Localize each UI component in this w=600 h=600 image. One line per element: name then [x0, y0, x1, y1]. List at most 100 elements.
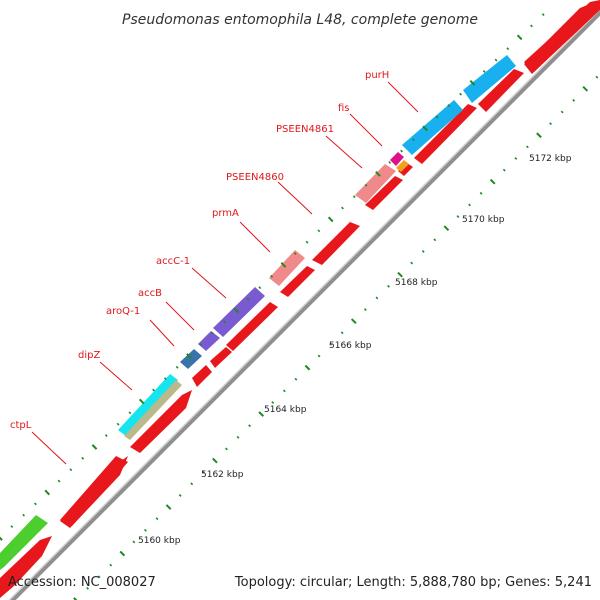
gene-label-fis: fis	[338, 103, 350, 114]
minor-tick	[69, 468, 73, 472]
minor-tick	[199, 343, 203, 346]
accB-callout-line	[165, 301, 195, 331]
minor-tick	[270, 274, 274, 278]
minor-tick	[572, 98, 576, 102]
minor-tick	[248, 424, 252, 428]
minor-tick	[363, 308, 367, 311]
minor-tick	[352, 195, 356, 199]
scale-label-5162: 5162 kbp	[201, 470, 244, 480]
fis-gene	[396, 160, 409, 172]
prmA-callout-line	[239, 221, 271, 253]
major-tick	[489, 178, 496, 185]
scale-label-5170: 5170 kbp	[462, 215, 505, 225]
major-tick	[443, 225, 450, 232]
major-tick	[582, 85, 589, 92]
dipZ-gene-olive	[124, 380, 182, 440]
minor-tick	[456, 215, 460, 218]
minor-tick	[294, 377, 298, 381]
purH-callout-line	[387, 81, 419, 113]
gene-label-dipZ: dipZ	[78, 350, 100, 361]
minor-tick	[410, 261, 414, 265]
major-tick	[375, 171, 381, 177]
minor-tick	[282, 389, 286, 393]
PSEEN4860-callout-line	[277, 181, 313, 215]
gene-label-ctpL: ctpL	[10, 420, 32, 431]
minor-tick	[530, 24, 533, 28]
major-tick	[138, 398, 145, 405]
upper-gene-track	[0, 55, 516, 570]
lower-tick-row	[73, 75, 599, 600]
minor-tick	[104, 434, 108, 438]
minor-tick	[178, 494, 182, 497]
minor-tick	[211, 331, 214, 335]
minor-tick	[494, 58, 498, 62]
minor-tick	[10, 525, 14, 529]
minor-tick	[435, 115, 439, 119]
minor-tick	[225, 447, 228, 451]
scale-label-5164: 5164 kbp	[264, 405, 307, 415]
minor-tick	[459, 92, 463, 96]
minor-tick	[86, 586, 89, 590]
major-tick	[469, 79, 476, 86]
scale-label-5172: 5172 kbp	[529, 154, 572, 164]
minor-tick	[549, 122, 552, 126]
purH-gene-2	[463, 55, 516, 103]
major-tick	[212, 457, 218, 464]
minor-tick	[541, 13, 545, 16]
minor-tick	[155, 517, 159, 521]
scale-label-5166: 5166 kbp	[329, 341, 372, 351]
prmA-gene	[269, 250, 305, 286]
minor-tick	[190, 482, 194, 486]
minor-tick	[152, 388, 155, 392]
gene-label-purH: purH	[365, 70, 389, 81]
minor-tick	[128, 411, 132, 415]
minor-tick	[506, 47, 510, 51]
accC-1-gene	[213, 287, 265, 337]
cds-arrow	[192, 365, 212, 387]
upper-tick-row	[0, 13, 545, 541]
cds-arrow	[414, 104, 477, 164]
major-tick	[258, 411, 265, 417]
cds-arrow	[210, 347, 232, 368]
minor-tick	[175, 365, 179, 369]
minor-tick	[34, 502, 37, 506]
map-title: Pseudomonas entomophila L48, complete ge…	[122, 12, 478, 28]
cds-arrow	[478, 69, 524, 112]
minor-tick	[595, 75, 599, 79]
major-tick	[327, 216, 334, 223]
minor-tick	[22, 513, 26, 517]
PSEEN4860-gene	[355, 164, 396, 203]
minor-tick	[201, 470, 205, 474]
accession-text: Accession: NC_008027	[8, 575, 156, 590]
minor-tick	[468, 203, 471, 207]
major-tick	[73, 597, 78, 600]
cds-arrow	[398, 163, 413, 176]
minor-tick	[525, 145, 529, 149]
minor-tick	[482, 70, 486, 73]
minor-tick	[421, 250, 425, 253]
minor-tick	[258, 286, 262, 290]
gene-label-PSEEN4861: PSEEN4861	[276, 124, 334, 135]
minor-tick	[144, 528, 147, 532]
ctpL-callout-line	[31, 431, 67, 465]
minor-tick	[246, 297, 250, 301]
gene-label-PSEEN4860: PSEEN4860	[226, 172, 284, 183]
major-tick	[233, 307, 240, 314]
scale-labels: 5160 kbp 5162 kbp 5164 kbp 5166 kbp 5168…	[138, 154, 572, 546]
gene-label-accB: accB	[138, 288, 162, 299]
cds-arrow	[280, 266, 315, 297]
gene-label-prmA: prmA	[212, 208, 239, 219]
cds-arrow	[312, 222, 360, 265]
cds-arrow	[365, 176, 403, 210]
major-tick	[422, 125, 428, 132]
minor-tick	[364, 183, 368, 187]
minor-tick	[329, 342, 333, 346]
minor-tick	[293, 252, 297, 255]
minor-tick	[163, 377, 167, 381]
minor-tick	[400, 149, 403, 153]
topology-summary-text: Topology: circular; Length: 5,888,780 bp…	[234, 575, 592, 590]
scale-label-5168: 5168 kbp	[395, 278, 438, 288]
minor-tick	[514, 157, 518, 160]
PSEEN4861-gene	[390, 152, 404, 166]
gene-labels: ctpL dipZ aroQ-1 accB accC-1 prmA PSEEN4…	[10, 70, 389, 431]
